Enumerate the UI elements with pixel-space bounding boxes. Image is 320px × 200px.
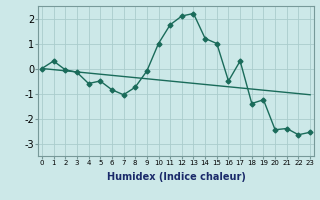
X-axis label: Humidex (Indice chaleur): Humidex (Indice chaleur) bbox=[107, 172, 245, 182]
